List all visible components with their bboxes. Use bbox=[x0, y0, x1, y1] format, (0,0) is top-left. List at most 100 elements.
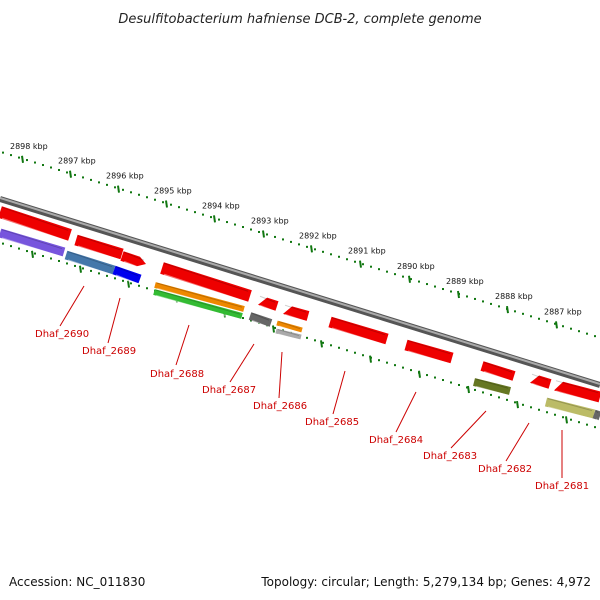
scale-dot bbox=[530, 406, 532, 409]
scale-dot bbox=[370, 265, 372, 268]
scale-major-tick bbox=[165, 200, 168, 208]
scale-dot bbox=[186, 208, 188, 211]
scale-dot bbox=[466, 386, 468, 389]
gene-label: Dhaf_2690 bbox=[35, 329, 89, 340]
scale-dot bbox=[466, 295, 468, 298]
scale-tick-label: 2890 kbp bbox=[397, 262, 435, 271]
scale-dot bbox=[482, 391, 484, 394]
gene-feature bbox=[544, 397, 596, 421]
scale-dot bbox=[306, 336, 308, 339]
scale-dot bbox=[394, 364, 396, 367]
scale-dot bbox=[10, 154, 12, 157]
scale-major-tick bbox=[69, 170, 72, 178]
scale-dot bbox=[546, 320, 548, 323]
scale-dot bbox=[330, 344, 332, 347]
scale-dot bbox=[258, 230, 260, 233]
gene-feature bbox=[328, 316, 389, 347]
gene-feature bbox=[592, 409, 600, 422]
scale-dot bbox=[154, 198, 156, 201]
gene-label: Dhaf_2685 bbox=[305, 417, 359, 428]
scale-tick-label: 2896 kbp bbox=[106, 172, 144, 181]
scale-dot bbox=[346, 349, 348, 352]
scale-dot bbox=[146, 287, 148, 290]
scale-dot bbox=[138, 193, 140, 196]
scale-dot bbox=[18, 156, 20, 159]
scale-dot bbox=[266, 233, 268, 236]
gene-callout-line bbox=[175, 324, 190, 366]
scale-dot bbox=[554, 322, 556, 325]
scale-dot bbox=[50, 166, 52, 169]
gene-feature bbox=[153, 289, 243, 321]
scale-dot bbox=[442, 379, 444, 382]
scale-dot bbox=[130, 191, 132, 194]
scale-tick-label: 2888 kbp bbox=[495, 292, 533, 301]
gene-callout-line bbox=[107, 297, 121, 344]
scale-dot bbox=[578, 330, 580, 333]
gene-label: Dhaf_2687 bbox=[202, 385, 256, 396]
gene-feature bbox=[404, 339, 454, 366]
scale-dot bbox=[66, 171, 68, 174]
scale-dot bbox=[82, 176, 84, 179]
scale-dot bbox=[226, 221, 228, 224]
scale-tick-label: 2889 kbp bbox=[446, 277, 484, 286]
scale-dot bbox=[82, 267, 84, 270]
scale-dot bbox=[578, 421, 580, 424]
gene-feature bbox=[154, 282, 245, 314]
gene-label: Dhaf_2684 bbox=[369, 435, 423, 446]
scale-dot bbox=[418, 280, 420, 283]
scale-dot bbox=[98, 181, 100, 184]
scale-major-tick bbox=[117, 185, 120, 193]
gene-label: Dhaf_2686 bbox=[253, 401, 307, 412]
scale-dot bbox=[234, 223, 236, 226]
scale-dot bbox=[274, 235, 276, 238]
scale-dot bbox=[298, 243, 300, 246]
scale-dot bbox=[546, 411, 548, 414]
scale-dot bbox=[562, 325, 564, 328]
scale-dot bbox=[514, 310, 516, 313]
map-title: Desulfitobacterium hafniense DCB-2, comp… bbox=[118, 12, 481, 27]
scale-major-tick-inner bbox=[31, 250, 34, 258]
scale-dot bbox=[26, 159, 28, 162]
scale-dot bbox=[586, 423, 588, 426]
scale-tick-label: 2894 kbp bbox=[202, 201, 240, 210]
scale-dot bbox=[58, 259, 60, 262]
scale-dot bbox=[410, 278, 412, 281]
scale-dot bbox=[490, 302, 492, 305]
scale-dot bbox=[42, 255, 44, 258]
gene-callout-line bbox=[59, 285, 85, 327]
scale-dot bbox=[562, 416, 564, 419]
scale-dot bbox=[10, 245, 12, 248]
scale-dot bbox=[442, 288, 444, 291]
scale-dot bbox=[162, 201, 164, 204]
gene-feature bbox=[64, 250, 116, 277]
scale-dot bbox=[570, 418, 572, 421]
gene-callout-line bbox=[450, 410, 487, 449]
scale-dot bbox=[434, 285, 436, 288]
scale-dot bbox=[130, 282, 132, 285]
scale-dot bbox=[354, 260, 356, 263]
scale-major-tick bbox=[359, 260, 362, 268]
scale-dot bbox=[146, 196, 148, 199]
scale-dot bbox=[338, 346, 340, 349]
scale-dot bbox=[402, 366, 404, 369]
scale-dot bbox=[346, 258, 348, 261]
scale-dot bbox=[314, 339, 316, 342]
gene-feature bbox=[275, 328, 302, 342]
scale-dot bbox=[106, 274, 108, 277]
gene-feature bbox=[530, 373, 552, 391]
gene-label-callouts: Dhaf_2690 Dhaf_2689 Dhaf_2688 Dhaf_2687 Dhaf… bbox=[35, 285, 589, 492]
scale-dot bbox=[114, 186, 116, 189]
scale-tick-label: 2893 kbp bbox=[251, 217, 289, 226]
scale-major-tick bbox=[408, 275, 411, 283]
scale-dot bbox=[66, 262, 68, 265]
scale-tick-label: 2891 kbp bbox=[348, 247, 386, 256]
scale-dot bbox=[482, 300, 484, 303]
scale-dot bbox=[538, 408, 540, 411]
scale-dot bbox=[362, 263, 364, 266]
gene-feature bbox=[120, 251, 146, 271]
scale-tick-label: 2895 kbp bbox=[154, 186, 192, 195]
scale-dot bbox=[34, 161, 36, 164]
scale-major-tick-inner bbox=[369, 355, 372, 363]
scale-major-tick bbox=[262, 230, 265, 238]
